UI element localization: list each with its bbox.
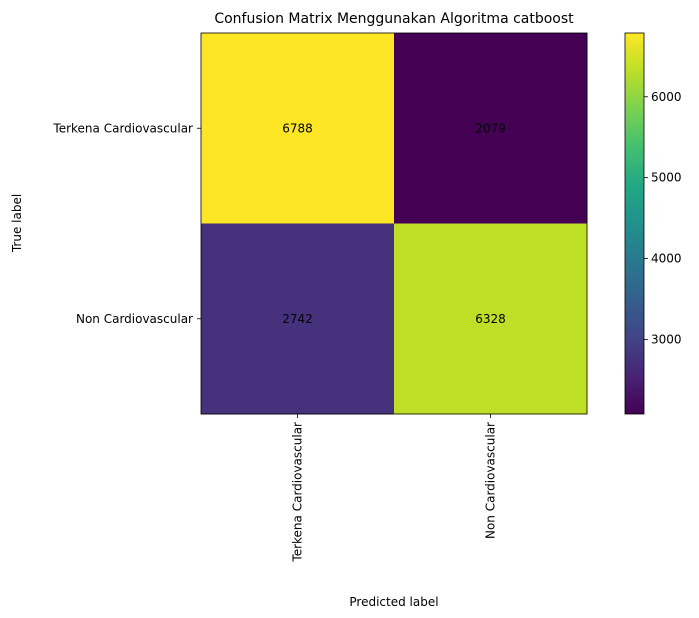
colorbar-ticks: 3000 4000 5000 6000 [644,90,682,346]
heatmap-cell [394,223,588,415]
heatmap-cell-labels: 6788 2079 2742 6328 [282,121,506,326]
colorbar-gradient [624,32,645,415]
y-axis-label: True label [10,194,24,253]
colorbar-tick-label: 3000 [651,332,682,346]
colorbar: 3000 4000 5000 6000 [624,32,682,415]
colorbar-tick-label: 6000 [651,90,682,104]
x-axis-ticks: Terkena Cardiovascular Non Cardiovascular [291,414,498,563]
x-tick-label: Terkena Cardiovascular [291,422,305,563]
chart-title: Confusion Matrix Menggunakan Algoritma c… [214,11,574,27]
heatmap-cell [201,33,395,224]
x-tick-label: Non Cardiovascular [484,422,498,539]
colorbar-tick-label: 5000 [651,171,682,185]
cell-value-label: 6788 [282,121,313,135]
cell-value-label: 6328 [475,312,506,326]
colorbar-tick-label: 4000 [651,252,682,266]
heatmap-cell [201,223,395,415]
heatmap-cells [201,33,588,415]
plot-frame [200,32,588,415]
x-axis-label: Predicted label [349,595,438,609]
heatmap-cell [394,33,588,224]
cell-value-label: 2079 [475,121,506,135]
y-tick-label: Terkena Cardiovascular [52,121,193,135]
y-axis-ticks: Terkena Cardiovascular Non Cardiovascular [52,121,201,326]
y-tick-label: Non Cardiovascular [76,312,193,326]
cell-value-label: 2742 [282,312,313,326]
